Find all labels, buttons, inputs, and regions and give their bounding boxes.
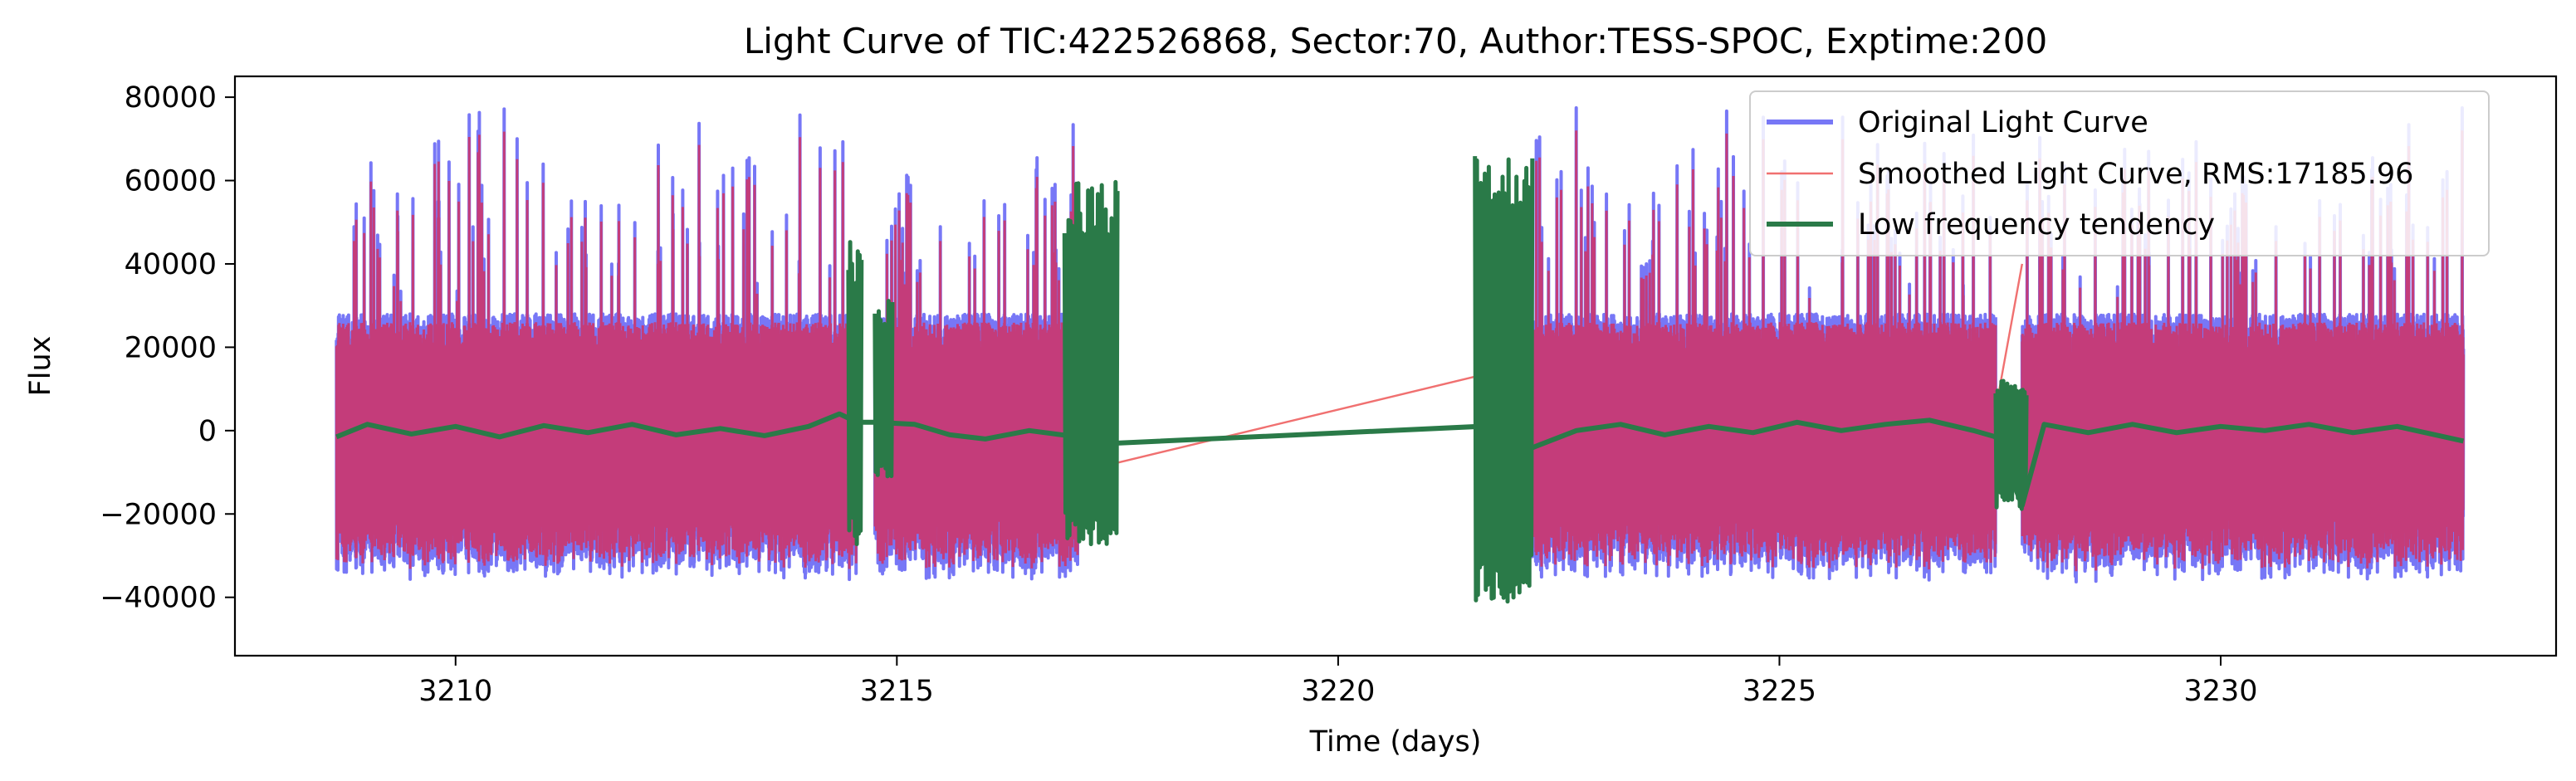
smoothed-gap-bridge xyxy=(1077,363,1528,474)
y-tick-label: 60000 xyxy=(125,165,217,198)
legend-entry-smoothed: Smoothed Light Curve, RMS:17185.96 xyxy=(1858,158,2413,191)
x-tick-label: 3230 xyxy=(2183,675,2257,708)
y-tick-label: −20000 xyxy=(100,498,217,531)
y-tick-label: 80000 xyxy=(125,81,217,115)
legend-box xyxy=(1749,90,2490,256)
y-axis: −40000 −20000 0 20000 40000 60000 80000 xyxy=(100,81,235,615)
y-tick-label: −40000 xyxy=(100,582,217,615)
smoothed-curve-segment xyxy=(1527,130,1997,570)
x-axis-label: Time (days) xyxy=(1309,725,1482,759)
low-frequency-burst xyxy=(846,240,864,547)
x-tick-label: 3210 xyxy=(418,675,492,708)
legend: Original Light Curve Smoothed Light Curv… xyxy=(1749,90,2490,256)
smoothed-curve-segment xyxy=(335,131,858,569)
y-tick-label: 0 xyxy=(198,415,217,448)
low-frequency-burst xyxy=(1062,179,1120,547)
legend-entry-original: Original Light Curve xyxy=(1858,106,2148,139)
x-axis: 3210 3215 3220 3225 3230 xyxy=(418,656,2258,708)
smoothed-curve-segment xyxy=(873,145,1079,569)
plot-frame xyxy=(233,75,2558,657)
low-frequency-burst xyxy=(1993,378,2029,511)
y-axis-label: Flux xyxy=(24,336,57,397)
x-tick-label: 3225 xyxy=(1743,675,1816,708)
low-frequency-burst xyxy=(873,299,895,479)
y-tick-label: 40000 xyxy=(125,248,217,281)
smoothed-curve-segment xyxy=(2021,130,2465,572)
series-low-frequency-tendency xyxy=(335,156,2465,604)
y-tick-label: 20000 xyxy=(125,331,217,364)
x-tick-label: 3215 xyxy=(860,675,934,708)
legend-entry-low-frequency: Low frequency tendency xyxy=(1858,208,2215,242)
x-tick-label: 3220 xyxy=(1301,675,1375,708)
series-smoothed-light-curve xyxy=(335,130,2465,572)
chart-title: Light Curve of TIC:422526868, Sector:70,… xyxy=(744,21,2047,61)
low-frequency-burst xyxy=(1473,156,1535,604)
